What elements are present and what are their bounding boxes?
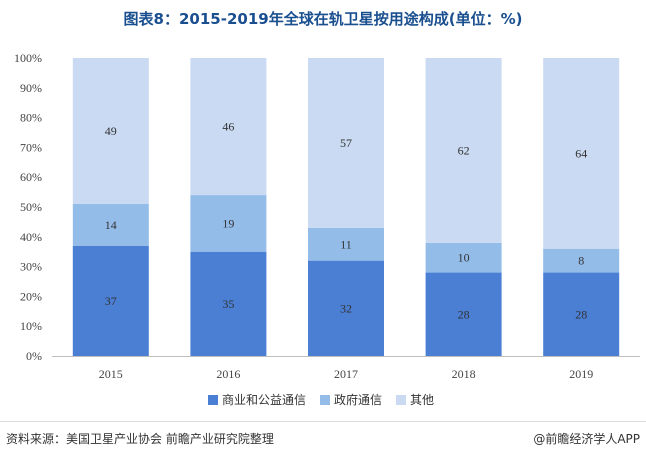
x-tick-label: 2017 [334,367,358,381]
brand-label: @前瞻经济学人APP [533,432,640,446]
bar-segment [72,204,149,246]
bar-segment [543,272,620,356]
bar-segment [308,260,384,356]
y-tick-label: 80% [20,111,42,125]
data-label: 46 [222,120,234,134]
data-label: 28 [458,307,470,321]
y-tick-label: 40% [20,230,42,244]
x-tick-label: 2018 [452,367,476,381]
bar-segment [308,58,384,228]
bar-segment [190,251,267,356]
legend-label: 商业和公益通信 [222,392,306,407]
data-label: 14 [105,218,117,232]
data-label: 11 [340,237,352,251]
bar-segment [190,195,267,252]
y-tick-label: 100% [14,51,42,65]
y-tick-label: 30% [20,260,42,274]
y-tick-label: 60% [20,170,42,184]
y-tick-label: 50% [20,200,42,214]
data-label: 57 [340,136,352,150]
bar-segment [543,58,620,249]
data-label: 19 [222,216,234,230]
data-label: 62 [458,143,470,157]
data-label: 8 [578,254,584,268]
data-label: 35 [222,297,234,311]
bar-segment [72,58,149,205]
bar-segment [190,58,267,196]
bar-segment [543,248,620,273]
bar-segment [308,227,384,261]
legend-swatch [208,395,218,405]
legend-label: 其他 [410,393,434,407]
y-tick-label: 90% [20,81,42,95]
source-note: 资料来源：美国卫星产业协会 前瞻产业研究院整理 [6,432,274,446]
y-tick-label: 10% [20,319,42,333]
y-tick-label: 20% [20,289,42,303]
data-label: 28 [575,307,587,321]
data-label: 64 [575,146,587,160]
footer: 资料来源：美国卫星产业协会 前瞻产业研究院整理 @前瞻经济学人APP [6,430,640,448]
chart-title: 图表8：2015-2019年全球在轨卫星按用途构成(单位：%) [123,10,523,28]
footer-divider [0,421,646,422]
bar-segment [425,272,502,356]
data-label: 10 [458,251,470,265]
legend-swatch [396,395,406,405]
x-tick-label: 2016 [216,367,240,381]
bar-segment [425,58,502,243]
data-label: 32 [340,301,352,315]
data-label: 49 [105,124,117,138]
bar-segment [72,245,149,356]
y-tick-label: 70% [20,140,42,154]
bar-segment [425,242,502,273]
legend-swatch [320,395,330,405]
x-tick-label: 2015 [99,367,123,381]
data-label: 37 [105,294,117,308]
y-tick-label: 0% [26,349,42,363]
x-tick-label: 2019 [569,367,593,381]
legend-label: 政府通信 [334,392,382,407]
